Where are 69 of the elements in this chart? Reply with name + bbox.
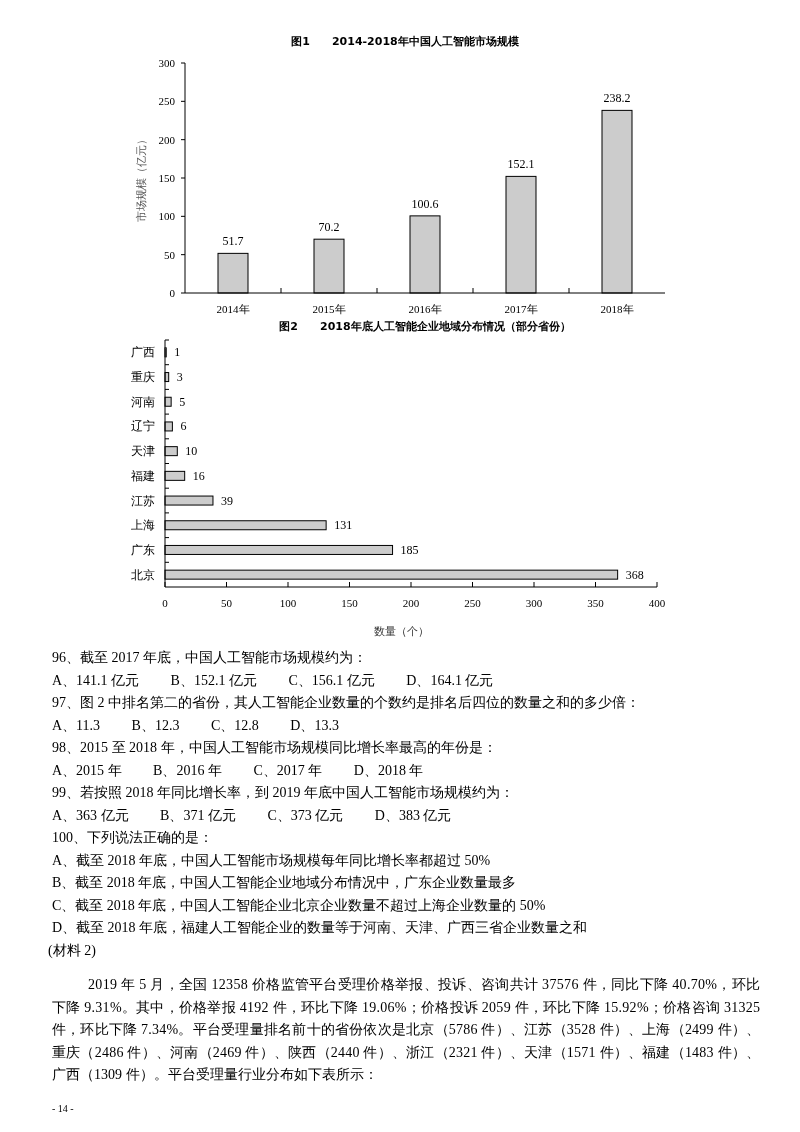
y-tick-label: 重庆 [131, 370, 155, 385]
data-label: 238.2 [603, 91, 631, 106]
text: A、141.1 亿元 B、152.1 亿元 C、156.1 亿元 D、164.1 亿元 [52, 672, 494, 688]
y-tick-label: 北京 [131, 567, 155, 582]
text: 件，环比下降 7.34%。平台受理量排名前十的省份依次是北京（5786 件）、江苏（3528 件）、上海（2499 件）、 [52, 1022, 760, 1037]
y-tick-label: 50 [164, 248, 176, 261]
chart-title: 图1 2014-2018年中国人工智能市场规模 [291, 35, 520, 48]
text: 100、下列说法正确的是： [52, 830, 213, 845]
text: 重庆（2486 件）、河南（2469 件）、陕西（2440 件）、浙江（2321 件）、天津（1571 件）、福建（1483 件）、 [52, 1044, 760, 1060]
text: 广西（1309 件）。平台受理量行业分布如下表所示： [52, 1067, 378, 1082]
x-tick-label: 200 [402, 597, 420, 609]
text: A、截至 2018 年底，中国人工智能市场规模每年同比增长率都超过 50% [52, 852, 491, 868]
text: A、2015 年 B、2016 年 C、2017 年 D、2018 年 [52, 762, 424, 778]
x-tick-label: 2015年 [312, 303, 346, 315]
text: 99、若按照 2018 年同比增长率，到 2019 年底中国人工智能市场规模约为： [52, 785, 514, 800]
text: A、11.3 B、12.3 C、12.8 D、13.3 [52, 717, 339, 733]
data-label: 368 [625, 567, 644, 582]
data-label: 10 [185, 444, 198, 459]
y-tick-label: 300 [158, 57, 176, 69]
x-tick-label: 2018年 [600, 303, 634, 315]
x-axis-title: 数量（个） [373, 625, 429, 637]
y-tick-label: 广东 [131, 542, 155, 557]
y-tick-label: 250 [158, 95, 176, 108]
x-tick-label: 2014年 [216, 303, 250, 315]
data-label: 3 [176, 370, 183, 385]
y-tick-label: 0 [169, 287, 176, 299]
data-label: 70.2 [318, 220, 340, 235]
y-tick-label: 150 [158, 172, 176, 184]
text: (材料 2) [48, 942, 97, 959]
x-tick-label: 350 [587, 597, 605, 609]
y-axis-title: 市场规模（亿元） [135, 134, 147, 222]
x-tick-label: 2017年 [504, 303, 538, 315]
x-tick-label: 250 [464, 597, 482, 609]
text: 97、图 2 中排名第二的省份，其人工智能企业数量的个数约是排名后四位的数量之和的多少倍： [52, 695, 640, 710]
y-tick-label: 江苏 [131, 493, 155, 508]
y-tick-label: 福建 [131, 468, 155, 483]
y-tick-label: 河南 [131, 394, 155, 409]
text: D、截至 2018 年底，福建人工智能企业的数量等于河南、天津、广西三省企业数量之和 [52, 920, 588, 935]
x-tick-label: 100 [279, 597, 297, 609]
data-label: 16 [192, 468, 205, 483]
y-tick-label: 上海 [131, 518, 155, 533]
x-tick-label: 2016年 [408, 303, 442, 315]
data-label: 6 [180, 419, 187, 434]
text: B、截至 2018 年底，中国人工智能企业地域分布情况中，广东企业数量最多 [52, 875, 517, 890]
y-tick-label: 天津 [131, 444, 155, 459]
x-tick-label: 150 [341, 597, 359, 609]
data-label: 131 [334, 518, 353, 533]
data-label: 100.6 [411, 196, 439, 211]
text: - 14 - [52, 1103, 74, 1114]
chart-title: 图2 2018年底人工智能企业地域分布情况（部分省份） [279, 320, 571, 333]
data-label: 51.7 [222, 234, 244, 249]
data-label: 39 [220, 493, 233, 508]
y-tick-label: 200 [158, 133, 176, 146]
y-tick-label: 广西 [131, 345, 155, 360]
text: C、截至 2018 年底，中国人工智能企业北京企业数量不超过上海企业数量的 50% [52, 897, 546, 913]
data-label: 5 [179, 394, 186, 409]
x-tick-label: 400 [648, 597, 666, 609]
data-label: 152.1 [507, 157, 535, 172]
text: A、363 亿元 B、371 亿元 C、373 亿元 D、383 亿元 [52, 807, 452, 823]
x-tick-label: 300 [525, 597, 543, 609]
text: 98、2015 至 2018 年，中国人工智能市场规模同比增长率最高的年份是： [52, 740, 497, 755]
y-tick-label: 辽宁 [131, 419, 155, 434]
x-tick-label: 50 [221, 597, 233, 609]
text: 96、截至 2017 年底，中国人工智能市场规模约为： [52, 650, 367, 665]
text: 下降 9.31%。其中，价格举报 4192 件，环比下降 19.06%；价格投诉 2059 件，环比下降 15.92%；价格咨询 31325 [52, 999, 760, 1015]
text: 2019 年 5 月，全国 12358 价格监管平台受理价格举报、投诉、咨询共计 37576 件，同比下降 40.70%，环比 [88, 977, 760, 992]
data-label: 185 [400, 542, 419, 557]
data-label: 1 [174, 345, 181, 360]
y-tick-label: 100 [158, 210, 176, 223]
